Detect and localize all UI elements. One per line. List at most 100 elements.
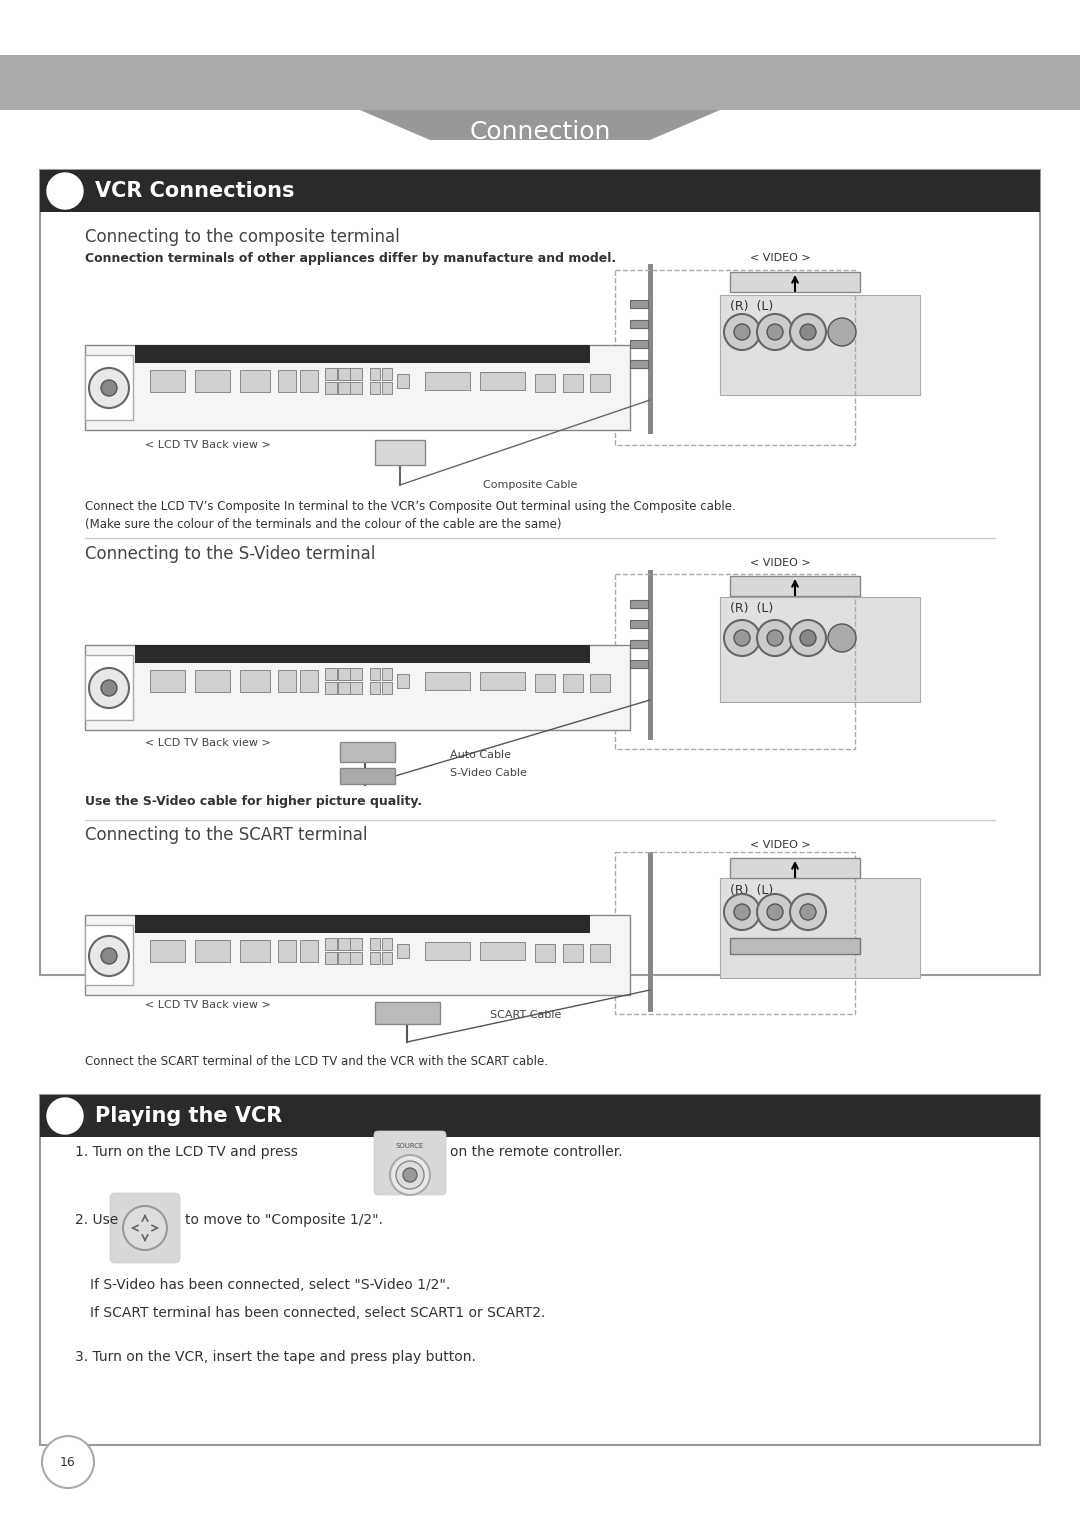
Text: Connection terminals of other appliances differ by manufacture and model.: Connection terminals of other appliances… [85,252,616,264]
Bar [350,668,362,680]
Bar [350,382,362,394]
Bar [40,1096,1040,1445]
Polygon shape [360,110,720,141]
Text: 3. Turn on the VCR, insert the tape and press play button.: 3. Turn on the VCR, insert the tape and … [75,1351,476,1365]
Circle shape [102,680,117,695]
Bar [370,938,380,950]
Circle shape [724,620,760,656]
Bar [195,940,230,963]
Bar [85,645,630,730]
Text: < LCD TV Back view >: < LCD TV Back view > [145,999,271,1010]
Circle shape [757,894,793,931]
Bar [563,374,583,393]
Bar [338,681,350,694]
Text: 1. Turn on the LCD TV and press: 1. Turn on the LCD TV and press [75,1144,298,1160]
Circle shape [789,894,826,931]
Text: < LCD TV Back view >: < LCD TV Back view > [145,440,271,451]
Text: 2. Use: 2. Use [75,1213,118,1227]
Bar [382,668,392,680]
Bar [648,264,653,434]
Bar [730,938,860,953]
Circle shape [390,1155,430,1195]
Bar [648,853,653,1012]
Bar [630,361,648,368]
Text: < VIDEO >: < VIDEO > [750,558,810,568]
Text: Connect the SCART terminal of the LCD TV and the VCR with the SCART cable.: Connect the SCART terminal of the LCD TV… [85,1054,548,1068]
Text: 16: 16 [60,1456,76,1468]
Text: < VIDEO >: < VIDEO > [750,840,810,850]
Text: Auto Cable: Auto Cable [450,750,511,759]
Bar [720,597,920,701]
Circle shape [757,620,793,656]
Circle shape [724,894,760,931]
Bar [370,952,380,964]
Text: Connect the LCD TV’s Composite In terminal to the VCR’s Composite Out terminal u: Connect the LCD TV’s Composite In termin… [85,500,735,513]
Text: VCR Connections: VCR Connections [95,180,295,202]
Bar [300,940,318,963]
Bar [0,55,1080,110]
Circle shape [734,324,750,341]
Bar [648,570,653,740]
Text: Connecting to the S-Video terminal: Connecting to the S-Video terminal [85,545,376,562]
Text: SCART Cable: SCART Cable [490,1010,562,1021]
Bar [615,270,855,445]
Bar [135,915,590,934]
Text: SOURCE: SOURCE [395,1143,424,1149]
Bar [630,341,648,348]
Circle shape [789,620,826,656]
Text: (R)  (L): (R) (L) [730,602,773,614]
Text: If SCART terminal has been connected, select SCART1 or SCART2.: If SCART terminal has been connected, se… [90,1306,545,1320]
Circle shape [800,905,816,920]
Circle shape [800,630,816,646]
Bar [370,382,380,394]
Circle shape [42,1436,94,1488]
Circle shape [767,630,783,646]
Bar [240,940,270,963]
Text: < LCD TV Back view >: < LCD TV Back view > [145,738,271,749]
Bar [135,645,590,663]
Bar [85,345,630,429]
Bar [370,668,380,680]
Circle shape [89,668,129,707]
Bar [590,944,610,963]
Bar [590,374,610,393]
Bar [135,345,590,364]
Bar [340,743,395,762]
Bar [325,952,337,964]
Text: < VIDEO >: < VIDEO > [750,254,810,263]
Bar [730,576,860,596]
Bar [535,944,555,963]
Bar [630,660,648,668]
Circle shape [767,324,783,341]
Bar [278,940,296,963]
Text: on the remote controller.: on the remote controller. [450,1144,623,1160]
Bar [325,938,337,950]
Bar [382,681,392,694]
Bar [338,952,350,964]
Bar [730,272,860,292]
Bar [350,681,362,694]
Bar [150,940,185,963]
Circle shape [102,947,117,964]
Text: If S-Video has been connected, select "S-Video 1/2".: If S-Video has been connected, select "S… [90,1277,450,1293]
Bar [40,1096,1040,1137]
Bar [480,672,525,691]
Bar [426,941,470,960]
Circle shape [123,1206,167,1250]
Circle shape [828,318,856,345]
Bar [535,674,555,692]
Circle shape [89,368,129,408]
Text: Connecting to the SCART terminal: Connecting to the SCART terminal [85,827,367,843]
FancyBboxPatch shape [374,1131,446,1195]
Bar [382,952,392,964]
Text: Use the S-Video cable for higher picture quality.: Use the S-Video cable for higher picture… [85,795,422,808]
Bar [563,944,583,963]
Bar [590,674,610,692]
Bar [350,368,362,380]
Text: Composite Cable: Composite Cable [483,480,577,490]
Bar [85,924,133,986]
Bar [350,938,362,950]
Circle shape [734,905,750,920]
Bar [630,620,648,628]
Bar [630,299,648,309]
